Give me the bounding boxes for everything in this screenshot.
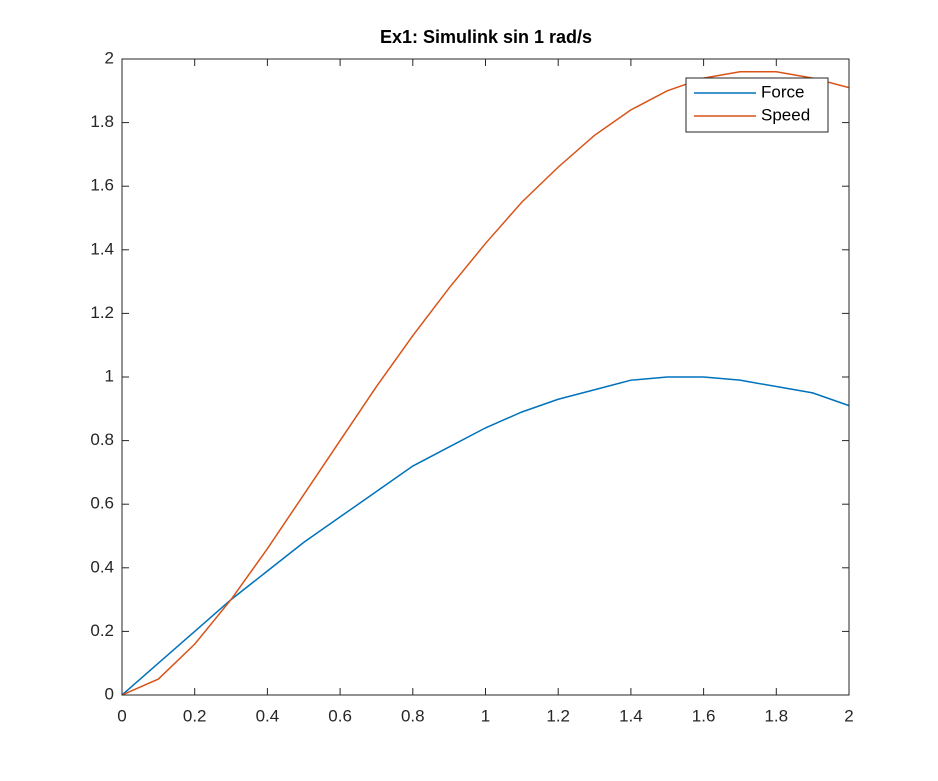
x-tick-label: 1.8: [764, 706, 788, 725]
legend-label: Force: [761, 82, 804, 101]
legend-box: [685, 77, 829, 133]
series-line: [121, 70, 850, 696]
y-tick-label: 0.8: [90, 430, 114, 449]
y-tick-label: 1.4: [90, 239, 114, 258]
y-tick-label: 1.2: [90, 303, 114, 322]
y-tick-label: 1.6: [90, 176, 114, 195]
y-tick-label: 1.8: [90, 112, 114, 131]
x-tick-label: 1: [481, 706, 490, 725]
x-tick-label: 1.4: [619, 706, 643, 725]
y-tick-label: 2: [105, 48, 114, 67]
x-tick-label: 0: [117, 706, 126, 725]
x-tick-label: 0.8: [401, 706, 425, 725]
chart-title: Ex1: Simulink sin 1 rad/s: [380, 27, 592, 47]
legend-label: Speed: [761, 105, 810, 124]
y-tick-label: 1: [105, 366, 114, 385]
y-tick-label: 0.2: [90, 621, 114, 640]
series-line: [121, 376, 850, 696]
x-tick-label: 1.2: [546, 706, 570, 725]
x-tick-label: 0.4: [256, 706, 280, 725]
y-tick-label: 0.4: [90, 557, 114, 576]
x-tick-label: 0.2: [183, 706, 207, 725]
y-tick-label: 0.6: [90, 494, 114, 513]
y-tick-label: 0: [105, 684, 114, 703]
x-tick-label: 1.6: [692, 706, 716, 725]
x-tick-label: 2: [844, 706, 853, 725]
legend: Force Speed: [685, 77, 829, 133]
x-tick-label: 0.6: [328, 706, 352, 725]
